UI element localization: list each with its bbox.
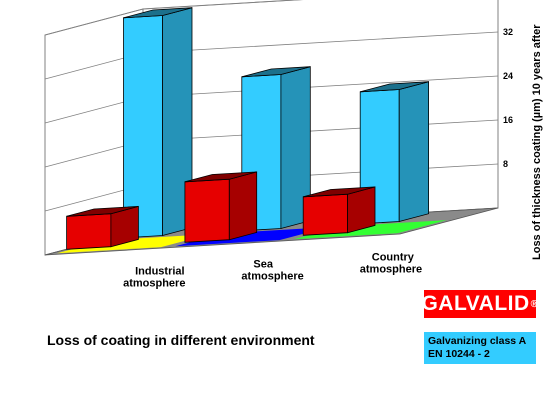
bar-series1-1-top (184, 171, 257, 183)
floor-strip (57, 234, 211, 254)
bar-series2-0-front (123, 15, 164, 239)
category-label: atmosphere (360, 263, 422, 275)
y-tick-label: 16 (503, 115, 513, 125)
bar-series1-2-side (347, 186, 376, 234)
bar-series1-2-front (302, 193, 349, 236)
bar-series1-0-front (66, 213, 112, 250)
bar-series2-2-top (360, 81, 429, 93)
category-label: Industrial (135, 265, 185, 277)
chart-caption: Loss of coating in different environment (47, 332, 315, 348)
category-label: Country (372, 251, 415, 263)
floor-strip (175, 227, 329, 247)
bar-series2-2 (359, 81, 430, 225)
bar-series1-2 (302, 186, 376, 236)
chart-bars (66, 7, 430, 250)
y-tick-labels: 816243240 (503, 27, 513, 169)
y-tick-label: 8 (503, 159, 508, 169)
bar-series2-0-top (123, 7, 193, 19)
bar-series1-0 (66, 205, 139, 250)
bar-series1-0-top (66, 206, 139, 217)
bar-series1-2-top (303, 186, 376, 198)
category-label: atmosphere (241, 270, 303, 282)
brand-logo: GALVALID ® (421, 290, 539, 318)
y-tick-label: 32 (503, 27, 513, 37)
category-label: atmosphere (123, 277, 185, 289)
brand-name: GALVALID (421, 292, 530, 315)
registered-mark: ® (530, 298, 539, 310)
bar-series1-1-side (228, 171, 258, 241)
y-tick-label: 24 (503, 71, 513, 81)
class-box-line-1: Galvanizing class A (428, 335, 527, 347)
class-box-line-2: EN 10244 - 2 (428, 348, 490, 360)
gridline (44, 0, 302, 36)
bar-series1-1 (184, 171, 258, 243)
category-labels: IndustrialatmosphereSeaatmosphereCountry… (123, 251, 422, 289)
galvanizing-class-box: Galvanizing class A EN 10244 - 2 (424, 332, 536, 364)
bar-series2-0 (123, 7, 193, 239)
bar-series2-1-top (241, 66, 311, 78)
category-label: Sea (253, 258, 273, 270)
y-axis-label: Loss of thickness coating (µm) 10 years … (531, 24, 543, 260)
bar-series2-2-side (398, 81, 430, 223)
bar-series1-1-front (184, 178, 230, 243)
floor-strip (293, 220, 447, 240)
